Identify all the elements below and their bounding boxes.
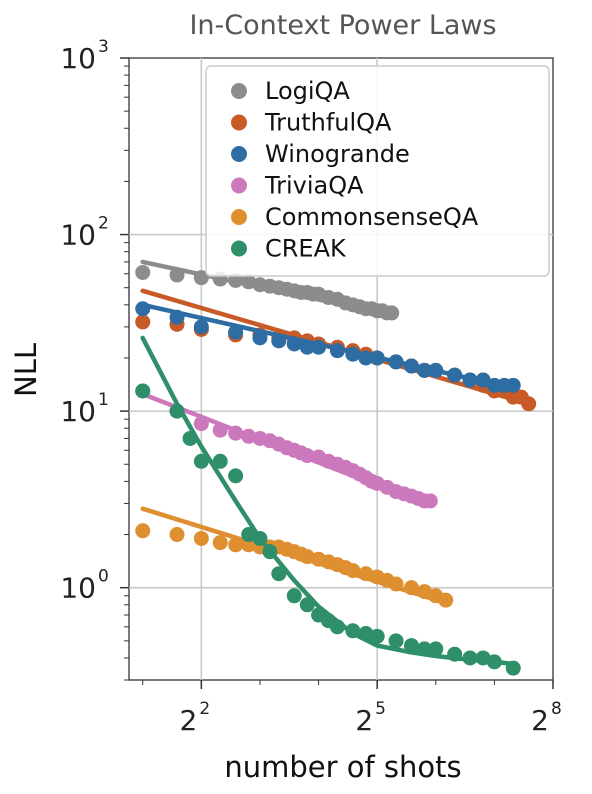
legend-item: Winogrande — [231, 140, 410, 168]
y-tick-label: 10 3 — [60, 37, 108, 75]
y-tick-base: 10 — [60, 219, 96, 252]
y-tick-label: 10 2 — [60, 214, 108, 252]
plot-frame — [128, 57, 554, 681]
legend-item: TriviaQA — [231, 172, 364, 200]
data-point — [135, 523, 151, 539]
y-tick-base: 10 — [60, 42, 96, 75]
fit-line — [140, 506, 448, 606]
data-point — [135, 264, 151, 280]
data-point — [135, 383, 151, 399]
legend-marker — [231, 114, 247, 131]
x-tick-base: 2 — [355, 704, 373, 737]
legend-box — [205, 65, 550, 277]
y-tick-label: 10 1 — [60, 390, 108, 428]
x-axis-label: number of shots — [224, 750, 461, 784]
legend-label: LogiQA — [265, 77, 350, 105]
legend-marker — [231, 240, 247, 257]
legend-label: Winogrande — [265, 140, 410, 168]
fit-line — [140, 391, 433, 509]
series-2 — [135, 301, 521, 393]
series-3 — [135, 383, 438, 509]
y-tick-exponent: 0 — [98, 567, 109, 587]
legend-marker — [231, 209, 247, 225]
legend-item: TruthfulQA — [231, 109, 392, 137]
legend-item: LogiQA — [231, 77, 350, 105]
y-tick-exponent: 3 — [98, 37, 109, 57]
series-5 — [135, 335, 521, 676]
y-tick-exponent: 1 — [98, 390, 109, 410]
x-tick-base: 2 — [180, 704, 198, 737]
y-axis-label: NLL — [9, 343, 43, 397]
legend-marker — [231, 146, 247, 162]
data-point — [388, 633, 404, 649]
data-point — [193, 530, 209, 546]
series-layer — [135, 259, 537, 676]
data-point — [193, 319, 209, 335]
legend-label: CREAK — [265, 235, 347, 263]
legend-item: CREAK — [231, 235, 347, 263]
data-point — [212, 535, 228, 551]
data-point — [271, 566, 287, 582]
x-tick-exponent: 5 — [375, 699, 386, 719]
x-tick-exponent: 2 — [199, 699, 210, 719]
legend-label: CommonsenseQA — [265, 203, 479, 231]
fit-line — [140, 302, 516, 391]
legend-item: CommonsenseQA — [231, 203, 479, 231]
fit-line — [140, 259, 394, 318]
y-tick-base: 10 — [60, 572, 96, 605]
data-point — [169, 527, 185, 543]
legend-label: TriviaQA — [264, 172, 364, 200]
y-tick-base: 10 — [60, 395, 96, 428]
data-point — [286, 588, 302, 604]
legend-marker — [231, 177, 247, 194]
chart-title: In-Context Power Laws — [189, 10, 496, 41]
data-point — [135, 314, 151, 330]
data-point — [403, 638, 419, 654]
y-tick-exponent: 2 — [98, 214, 109, 234]
legend-marker — [231, 83, 247, 99]
y-tick-label: 10 0 — [60, 567, 108, 605]
data-point — [228, 468, 244, 484]
x-tick-exponent: 8 — [551, 699, 562, 719]
legend-label: TruthfulQA — [264, 109, 392, 137]
legend: LogiQA TruthfulQA Winogrande TriviaQA Common… — [205, 65, 550, 277]
data-point — [369, 628, 385, 644]
x-tick-base: 2 — [531, 704, 549, 737]
series-4 — [135, 506, 454, 608]
data-point — [193, 453, 209, 469]
data-point — [428, 641, 444, 657]
fit-line — [140, 335, 516, 667]
data-point — [212, 453, 228, 469]
